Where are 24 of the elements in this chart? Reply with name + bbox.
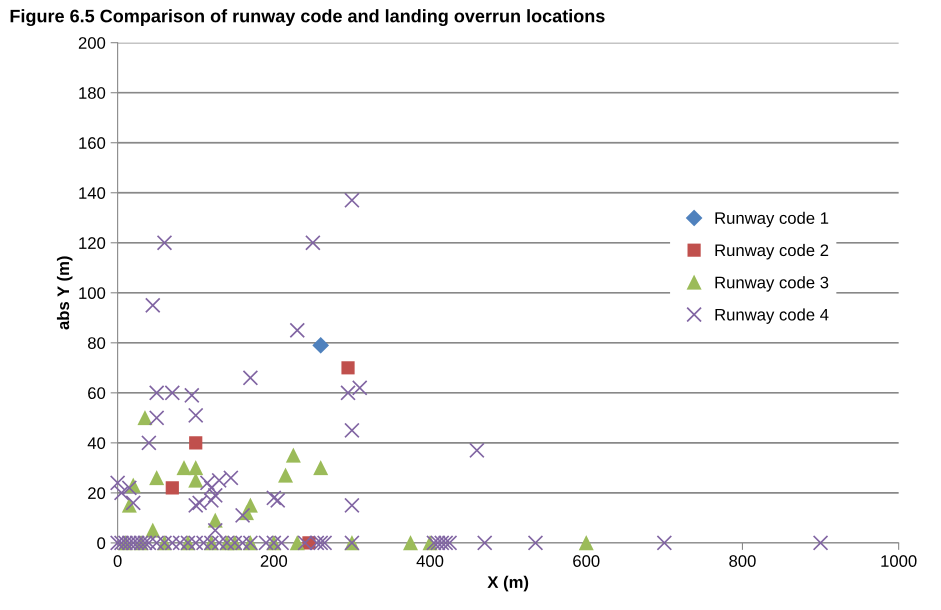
x-tick-label: 0: [114, 555, 122, 567]
x-tick-label: 400: [416, 555, 444, 567]
x-axis-title: X (m): [487, 576, 528, 592]
x-tick-label: 800: [729, 555, 756, 567]
y-tick-label: 60: [88, 387, 106, 400]
y-tick-label: 100: [79, 287, 106, 300]
chart-title: Figure 6.5 Comparison of runway code and landing overrun locations: [10, 9, 605, 26]
y-tick-label: 80: [88, 337, 106, 350]
y-tick-label: 20: [88, 487, 106, 500]
y-axis-title: abs Y (m): [56, 256, 72, 330]
legend-label: Runway code 1: [715, 212, 828, 228]
y-tick-label: 0: [97, 537, 106, 550]
x-tick-label: 1000: [881, 555, 917, 567]
x-tick-label: 200: [260, 555, 288, 567]
y-tick-label: 180: [79, 87, 106, 99]
y-tick-label: 160: [79, 137, 106, 149]
y-tick-label: 140: [79, 187, 106, 199]
x-tick-label: 600: [573, 555, 600, 567]
legend-label: Runway code 2: [715, 244, 828, 260]
y-tick-label: 40: [88, 437, 106, 450]
y-tick-label: 120: [79, 237, 106, 249]
y-tick-label: 200: [78, 37, 106, 49]
legend-label: Runway code 4: [715, 308, 828, 324]
legend-label: Runway code 3: [715, 276, 828, 292]
